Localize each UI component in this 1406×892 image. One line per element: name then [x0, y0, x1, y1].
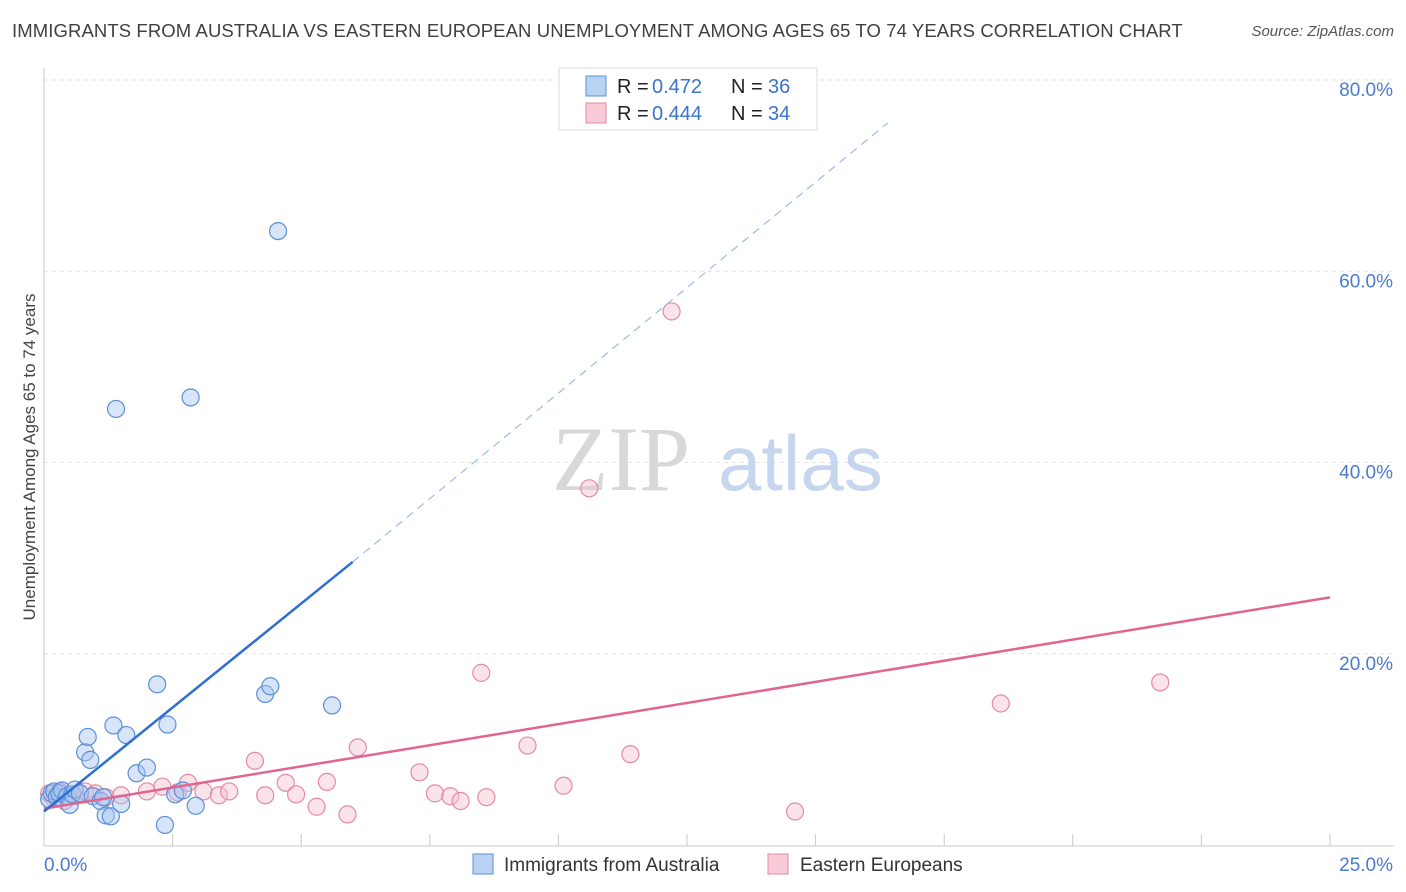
- y-tick-label: 20.0%: [1339, 654, 1393, 675]
- legend-r-value: 0.472: [652, 76, 702, 98]
- data-point: [662, 302, 681, 321]
- trend-lines: [43, 122, 1331, 813]
- data-point: [348, 738, 367, 757]
- svg-text:R =: R =: [617, 76, 649, 98]
- legend-n-label: N =: [731, 103, 763, 125]
- y-axis-title: Unemployment Among Ages 65 to 74 years: [20, 294, 39, 621]
- data-point: [96, 806, 115, 825]
- bottom-legend-label-eastern-europeans: Eastern Europeans: [800, 855, 963, 876]
- data-point: [104, 716, 123, 735]
- data-point: [441, 787, 460, 806]
- x-tick-labels: 0.0% 25.0%: [44, 855, 1393, 876]
- data-point: [410, 763, 429, 782]
- data-point: [451, 791, 470, 811]
- source-credit: Source: ZipAtlas.com: [1251, 23, 1394, 40]
- data-point: [580, 479, 599, 498]
- y-tick-label: 80.0%: [1339, 80, 1393, 101]
- data-point: [181, 388, 200, 407]
- data-point: [256, 786, 275, 805]
- data-point: [148, 675, 167, 694]
- legend-n-value: 34: [768, 103, 790, 125]
- data-point: [1151, 673, 1170, 692]
- data-point: [991, 694, 1010, 713]
- bottom-legend-swatch-blue: [472, 853, 494, 875]
- data-point: [78, 727, 97, 747]
- stats-legend: R = 0.472 N = 36 R = 0.444 N = 34: [558, 67, 818, 131]
- series-eastern-europeans: [40, 302, 1170, 824]
- data-point: [155, 815, 174, 835]
- watermark-zip: ZIP: [552, 408, 690, 510]
- legend-n-value: 36: [768, 76, 790, 98]
- data-point: [286, 785, 306, 804]
- x-tick-label: 0.0%: [44, 855, 87, 876]
- gridlines: [44, 79, 1394, 655]
- data-point: [785, 802, 805, 821]
- data-point: [276, 773, 295, 792]
- trend-line-australia: [43, 560, 354, 813]
- data-point: [425, 784, 445, 803]
- data-point: [518, 736, 537, 755]
- data-point: [209, 786, 228, 805]
- data-point: [338, 805, 357, 824]
- y-tick-label: 60.0%: [1339, 271, 1393, 292]
- data-point: [186, 796, 205, 815]
- series-immigrants-from-australia: [40, 221, 342, 835]
- y-tick-labels: 20.0% 40.0% 60.0% 80.0%: [1339, 80, 1393, 675]
- x-minor-ticks: [172, 834, 1331, 846]
- bottom-legend-label-australia: Immigrants from Australia: [504, 855, 720, 876]
- data-point: [245, 751, 265, 770]
- legend-r-label: R =: [617, 76, 649, 98]
- chart-title: IMMIGRANTS FROM AUSTRALIA VS EASTERN EUR…: [12, 20, 1183, 41]
- data-point: [106, 399, 126, 419]
- watermark-atlas: atlas: [718, 419, 883, 507]
- data-point: [101, 807, 120, 826]
- data-point: [268, 221, 288, 241]
- x-tick-label: 25.0%: [1339, 855, 1393, 876]
- data-point: [322, 696, 342, 715]
- bottom-legend-swatch-pink: [767, 853, 789, 875]
- legend-swatch-pink: [585, 102, 607, 124]
- trend-line-eastern-europeans: [43, 596, 1331, 810]
- y-tick-label: 40.0%: [1339, 463, 1393, 484]
- data-point: [317, 772, 337, 791]
- data-point: [477, 788, 496, 807]
- trend-line-australia-extension: [352, 122, 888, 563]
- legend-r-label: R =: [617, 103, 649, 125]
- data-point: [472, 663, 491, 682]
- data-point: [621, 745, 640, 764]
- data-point: [554, 776, 573, 795]
- data-point: [127, 764, 146, 783]
- series-legend: Immigrants from Australia Eastern Europe…: [472, 853, 963, 876]
- legend-swatch-blue: [585, 75, 607, 97]
- data-point: [220, 782, 239, 801]
- legend-r-value: 0.444: [652, 103, 702, 125]
- legend-n-label: N =: [731, 76, 763, 98]
- data-point: [81, 750, 100, 769]
- data-point: [137, 758, 156, 777]
- data-point: [261, 677, 280, 696]
- data-point: [307, 797, 326, 816]
- data-point: [158, 715, 177, 734]
